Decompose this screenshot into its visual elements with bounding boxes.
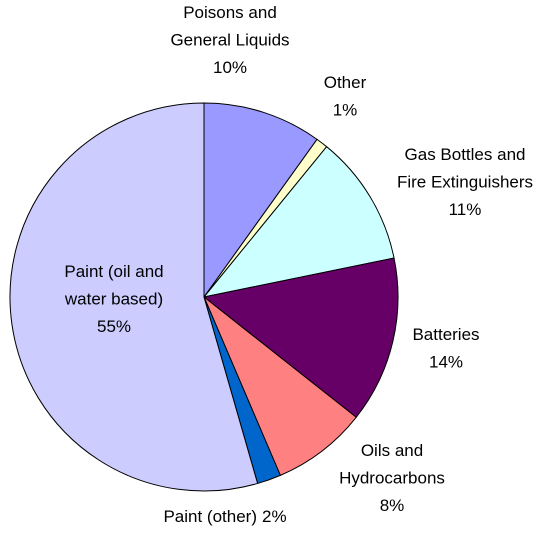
category-label: Gas Bottles and Fire Extinguishers	[397, 145, 533, 192]
pie-slice	[202, 145, 395, 298]
category-label: Paint (oil and water based)	[64, 262, 164, 309]
category-label: Paint (other)	[163, 507, 257, 526]
value-label: 1%	[333, 101, 358, 120]
pie-slice	[202, 257, 399, 418]
label-line: Fire Extinguishers	[397, 173, 533, 192]
label-line: Batteries	[412, 325, 479, 344]
pie-slice	[203, 102, 318, 299]
label-line: water based)	[64, 290, 163, 309]
label-line: Paint (oil and	[64, 262, 163, 281]
pie-slice	[203, 296, 357, 477]
slice-label: Paint (other) 2%	[163, 507, 286, 526]
value-label: 8%	[380, 496, 405, 515]
value-label: 2%	[262, 507, 287, 526]
value-label: 55%	[97, 317, 131, 336]
value-label: 14%	[429, 353, 463, 372]
label-line: Other	[324, 73, 367, 92]
value-label: 11%	[449, 200, 482, 219]
category-label: Batteries	[412, 325, 479, 344]
label-line: Poisons and	[183, 3, 277, 22]
value-label: 10%	[213, 58, 247, 77]
label-line: Hydrocarbons	[339, 469, 445, 488]
category-label: Other	[324, 73, 367, 92]
label-line: Oils and	[361, 441, 423, 460]
pie-slice	[9, 102, 259, 492]
label-line: Gas Bottles and	[405, 145, 526, 164]
label-line: General Liquids	[170, 31, 289, 50]
category-label: Oils and Hydrocarbons	[339, 441, 445, 488]
category-label: Poisons and General Liquids	[170, 3, 289, 50]
